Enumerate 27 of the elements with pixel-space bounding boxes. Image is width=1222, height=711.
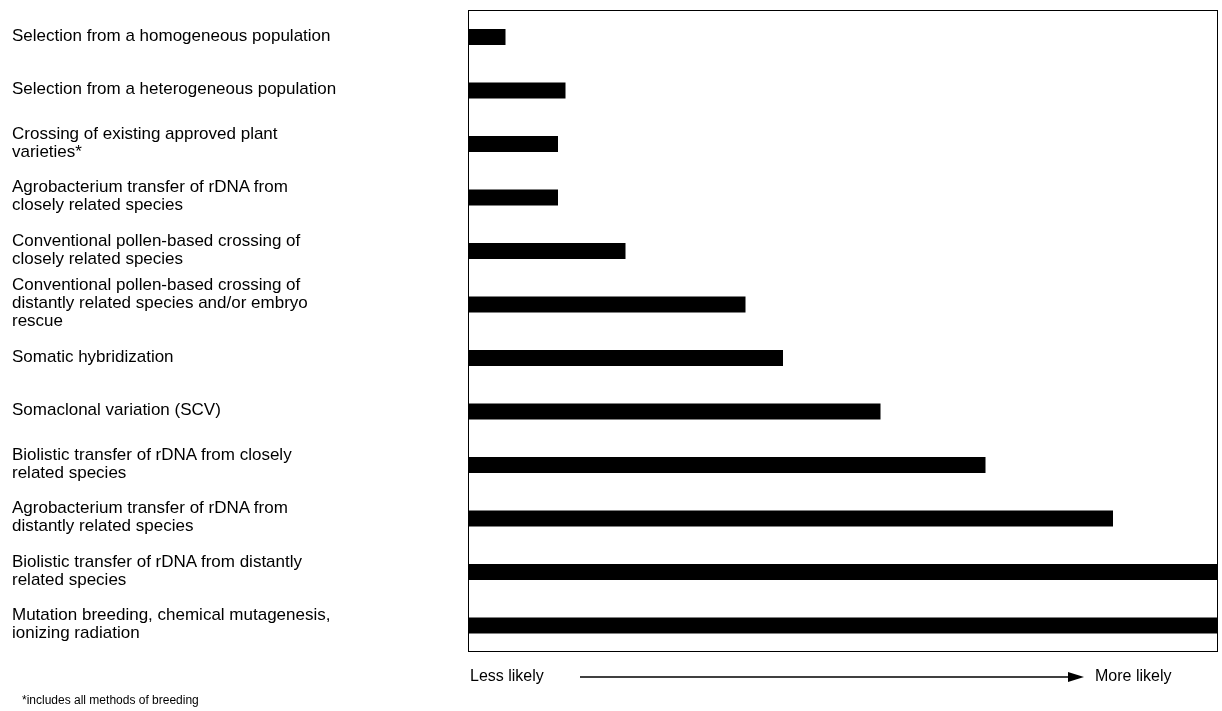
y-tick-label: Mutation breeding, chemical mutagenesis, ionizing radiation [12, 605, 331, 643]
text: Less likely [470, 667, 544, 685]
y-tick-label: Biolistic transfer of rDNA from closely related species [12, 445, 293, 483]
text: *includes all methods of breeding [22, 693, 199, 707]
bar [468, 617, 1218, 634]
bar [468, 296, 746, 313]
y-tick-label: Selection from a heterogeneous population [12, 79, 337, 99]
bar [468, 403, 881, 420]
y-tick-label: Conventional pollen-based crossing of closely related species [12, 231, 301, 269]
bar [468, 243, 626, 259]
y-tick-label: Agrobacterium transfer of rDNA from closely related species [12, 177, 288, 215]
y-tick-label: Somaclonal variation (SCV) [12, 400, 221, 420]
bar [468, 189, 558, 206]
y-tick-label: Selection from a homogeneous population [12, 26, 331, 46]
y-tick-label: Conventional pollen-based crossing of distantly related species and/or embryo rescue [12, 275, 308, 331]
bar [468, 29, 506, 45]
bar [468, 350, 783, 366]
bar [468, 82, 566, 99]
y-tick-label: Crossing of existing approved plant varieties* [12, 124, 278, 162]
bar [468, 136, 558, 152]
bar [468, 457, 986, 473]
bar [468, 564, 1218, 580]
y-tick-label: Biolistic transfer of rDNA from distantly related species [12, 552, 303, 590]
y-tick-label: Agrobacterium transfer of rDNA from distantly related species [12, 498, 288, 536]
text: More likely [1095, 667, 1172, 685]
y-tick-label: Somatic hybridization [12, 347, 174, 367]
bar [468, 510, 1113, 527]
